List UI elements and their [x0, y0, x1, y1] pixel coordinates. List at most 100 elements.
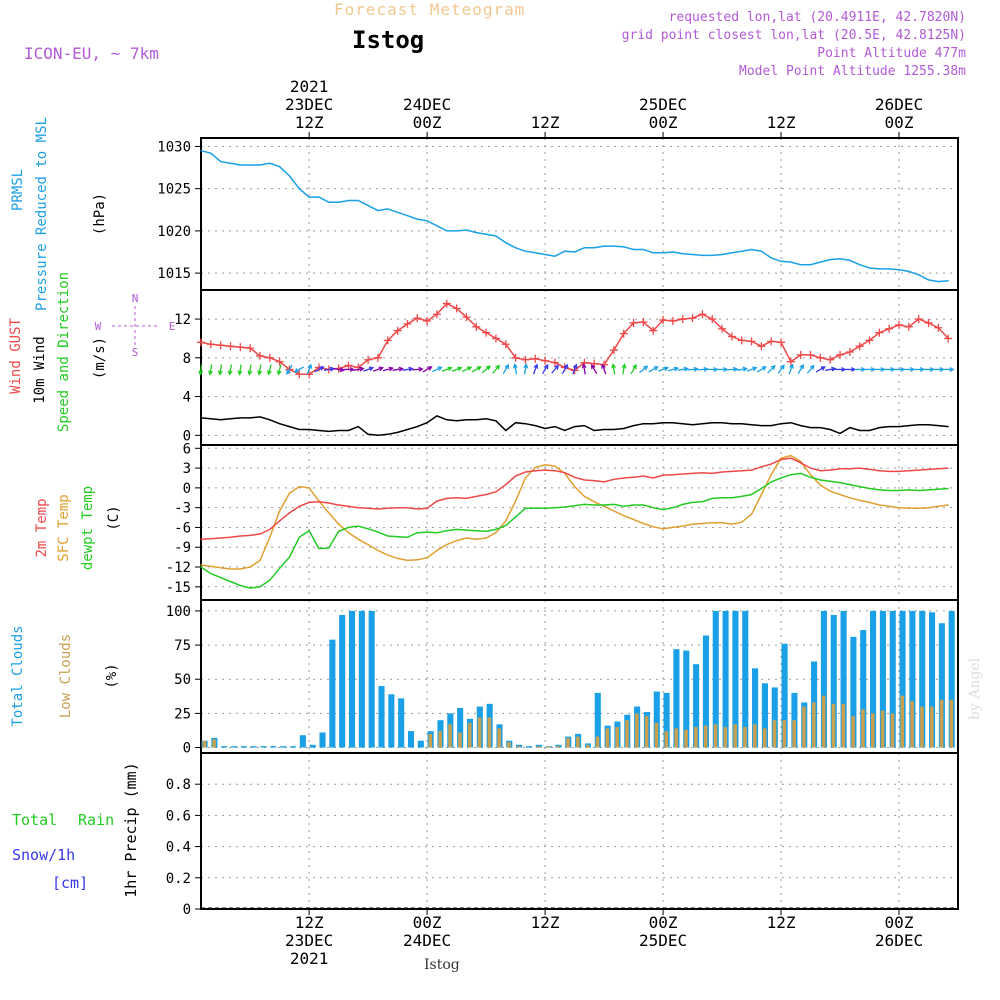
pressure-point	[308, 196, 310, 198]
gust-point	[305, 370, 314, 379]
wind-barb-shaft	[514, 364, 518, 375]
wind-barb	[667, 366, 680, 372]
temperature-point	[918, 489, 920, 492]
pressure-point	[436, 225, 438, 227]
low-cloud-bar	[703, 725, 708, 748]
temperature-point	[642, 504, 645, 506]
temperature-point	[347, 532, 350, 534]
wind-point	[259, 416, 261, 418]
gust-point	[246, 344, 255, 353]
wind-barb-shaft	[797, 364, 804, 375]
temperature-point	[308, 501, 310, 503]
wind-point	[210, 418, 212, 420]
gust-point	[836, 350, 845, 359]
gust-point	[865, 336, 874, 345]
total-cloud-bar	[260, 746, 267, 748]
wind-point	[721, 422, 723, 424]
temperature-point	[387, 535, 389, 537]
low-cloud-bar	[831, 703, 836, 748]
temperature-point	[849, 497, 851, 499]
total-cloud-bar	[270, 746, 277, 748]
temperature-point	[770, 474, 772, 476]
top-time-label: 12Z	[531, 113, 560, 132]
total-cloud-bar	[830, 615, 837, 748]
low-cloud-bar	[536, 746, 541, 748]
y-tick-label: -6	[174, 520, 191, 536]
pressure-point	[249, 164, 251, 166]
gust-point	[659, 316, 668, 325]
total-cloud-bar	[525, 746, 533, 748]
temperature-point	[829, 480, 831, 482]
temperature-point	[790, 474, 792, 476]
gust-point	[442, 299, 451, 308]
pressure-point	[328, 201, 330, 203]
temperature-point	[682, 525, 684, 527]
temperature-point	[593, 501, 595, 503]
wind-point	[829, 428, 831, 431]
temperature-point	[524, 471, 527, 473]
gust-point	[423, 317, 432, 325]
wind-point	[485, 418, 487, 420]
wind-point	[534, 425, 536, 427]
total-cloud-bar	[299, 735, 306, 748]
temperature-point	[691, 472, 694, 474]
wind-barb-head	[457, 366, 463, 372]
pressure-point	[505, 242, 507, 244]
temperature-point	[573, 485, 576, 488]
temperature-point	[898, 470, 900, 472]
wind-point	[908, 425, 910, 427]
temperature-point	[367, 528, 369, 530]
wind-point	[711, 422, 713, 424]
wind-barb-head	[485, 365, 491, 371]
wind-barb	[266, 364, 272, 376]
temperature-point	[839, 468, 841, 470]
bottom-time-label: 12Z	[531, 913, 560, 932]
y-tick-label: 1030	[157, 139, 191, 155]
bottom-time-label: 12Z	[295, 913, 324, 932]
gust-point	[216, 341, 225, 350]
pressure-ylabel: (hPa)	[92, 193, 108, 235]
pressure-point	[416, 218, 418, 220]
y-tick-label: 12	[174, 312, 191, 328]
temperature-point	[623, 477, 625, 479]
wind-barb	[402, 366, 414, 372]
temperature-point	[593, 504, 595, 506]
temperature-point	[937, 488, 939, 490]
wind-point	[426, 422, 428, 424]
wind-barb-shaft	[353, 367, 364, 371]
wind-barb-shaft	[806, 365, 815, 374]
pressure-point	[849, 259, 851, 262]
low-cloud-bar	[753, 724, 757, 748]
wind-barb	[373, 366, 384, 372]
wind-point	[573, 425, 576, 428]
low-cloud-bar	[497, 728, 501, 748]
wind-barb-head	[581, 363, 587, 369]
temperature-point	[318, 547, 320, 550]
total-cloud-bar	[909, 610, 916, 748]
wind-barb-head	[266, 370, 272, 376]
wind-barb-shaft	[612, 364, 616, 375]
wind-barb-shaft	[697, 368, 708, 371]
wind-barb-head	[319, 366, 325, 371]
wind-barb-head	[543, 363, 549, 370]
pressure-point	[593, 247, 595, 249]
wind-barb-shaft	[382, 367, 393, 372]
pressure-point	[760, 250, 762, 252]
temperature-point	[731, 497, 733, 499]
gust-point	[511, 353, 520, 362]
gust-point	[649, 326, 658, 335]
top-date-label: 26DEC	[875, 95, 923, 114]
y-tick-label: 4	[183, 390, 191, 406]
wind-point	[839, 432, 841, 434]
pressure-point	[819, 261, 821, 263]
wind-point	[239, 417, 241, 419]
temperature-point	[436, 500, 438, 502]
total-cloud-bar	[348, 610, 356, 748]
temperature-point	[868, 501, 871, 503]
wind-point	[859, 429, 861, 432]
gust-point	[914, 315, 923, 324]
temp-ylabel: (C)	[106, 505, 122, 530]
temperature-point	[937, 468, 939, 470]
pressure-point	[495, 235, 497, 237]
